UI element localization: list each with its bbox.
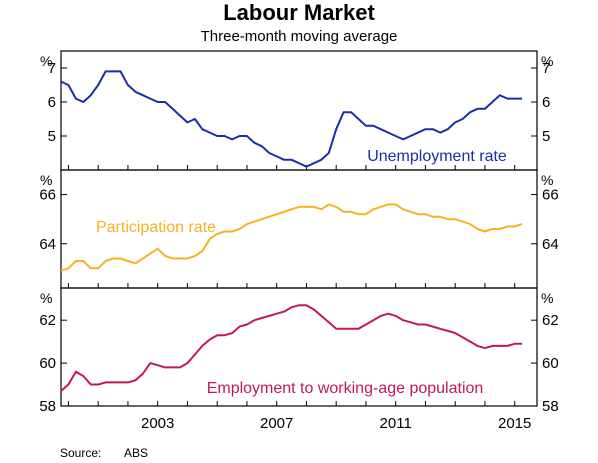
chart-title: Labour Market <box>223 0 375 25</box>
y-tick-label-left-employment-60: 60 <box>39 355 56 372</box>
y-tick-label-left-unemployment-5: 5 <box>48 128 56 145</box>
unit-label-left-employment: % <box>40 290 52 306</box>
series-label-unemployment: Unemployment rate <box>367 148 507 165</box>
y-tick-label-left-participation-66: 66 <box>39 187 56 204</box>
unit-label-left-unemployment: % <box>40 53 52 69</box>
chart-subtitle: Three-month moving average <box>201 28 398 45</box>
series-label-participation: Participation rate <box>96 219 216 236</box>
y-tick-label-right-unemployment-6: 6 <box>542 94 550 111</box>
y-tick-label-left-participation-64: 64 <box>39 236 56 253</box>
y-tick-label-left-unemployment-7: 7 <box>48 60 56 77</box>
x-tick-label-2011: 2011 <box>380 415 412 432</box>
y-tick-label-left-unemployment-6: 6 <box>48 94 56 111</box>
series-line-employment <box>60 304 523 392</box>
unit-label-right-employment: % <box>541 290 553 306</box>
unit-label-right-participation: % <box>541 172 553 188</box>
panel-frame-employment <box>60 287 538 407</box>
source-value: ABS <box>124 446 148 460</box>
y-tick-label-right-unemployment-5: 5 <box>542 128 550 145</box>
y-tick-label-right-unemployment-7: 7 <box>542 60 550 77</box>
source-label: Source: <box>60 446 101 460</box>
y-tick-label-right-employment-62: 62 <box>542 312 559 329</box>
unit-label-left-participation: % <box>40 172 52 188</box>
series-label-employment: Employment to working-age population <box>207 380 484 397</box>
y-tick-label-right-employment-60: 60 <box>542 355 559 372</box>
unit-label-right-unemployment: % <box>541 53 553 69</box>
series-line-unemployment <box>60 70 523 168</box>
series-line-participation <box>60 203 523 272</box>
x-tick-label-2015: 2015 <box>498 415 531 432</box>
y-tick-label-left-employment-58: 58 <box>39 398 56 415</box>
x-tick-label-2003: 2003 <box>141 415 174 432</box>
y-tick-label-right-employment-58: 58 <box>542 398 559 415</box>
y-tick-label-left-employment-62: 62 <box>39 312 56 329</box>
x-tick-label-2007: 2007 <box>260 415 293 432</box>
y-tick-label-right-participation-66: 66 <box>542 187 559 204</box>
y-tick-label-right-participation-64: 64 <box>542 236 559 253</box>
